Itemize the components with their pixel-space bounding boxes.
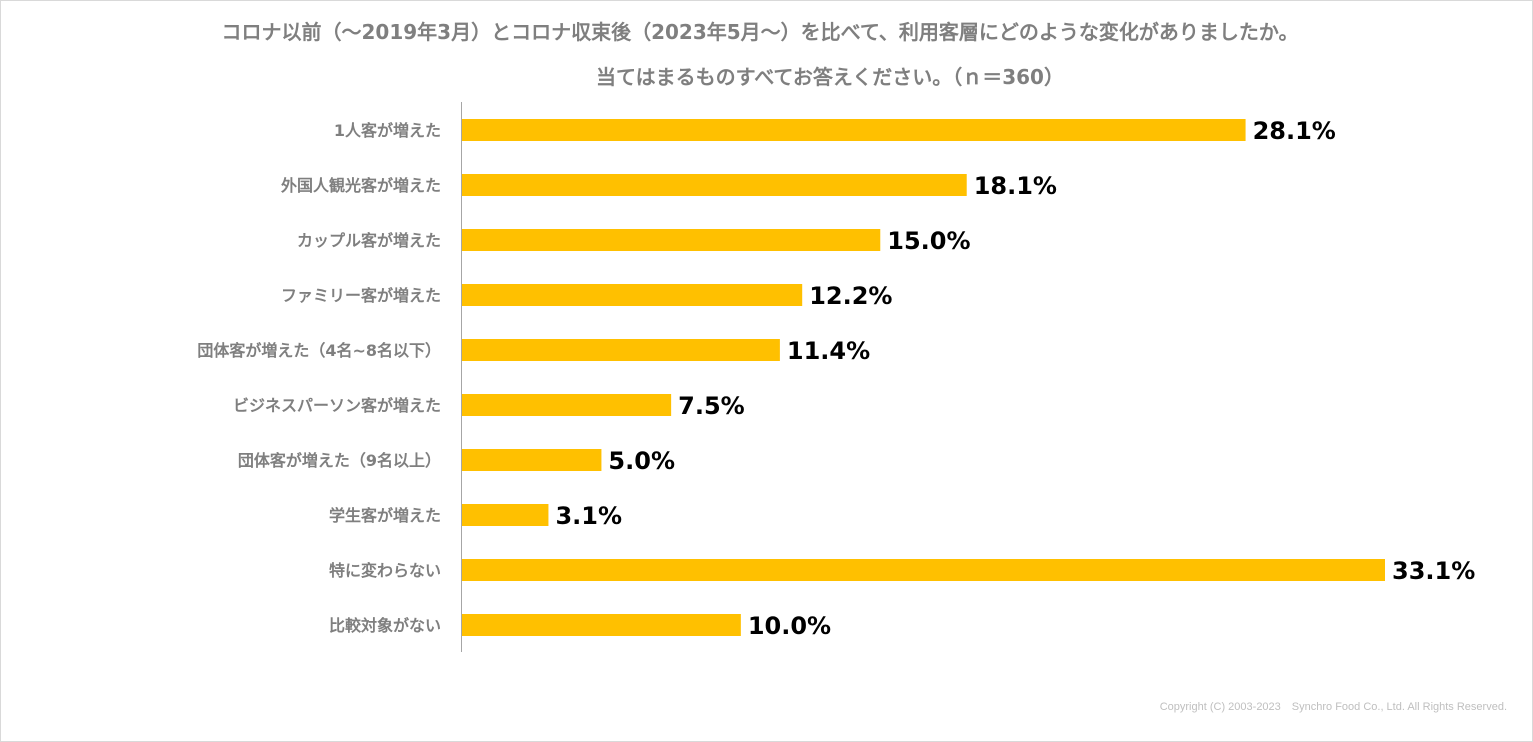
value-label: 10.0% (748, 612, 831, 640)
category-label: カップル客が増えた (297, 231, 441, 250)
bar (462, 504, 549, 526)
value-label: 12.2% (809, 282, 892, 310)
bar (462, 174, 967, 196)
copyright-notice: Copyright (C) 2003-2023 Synchro Food Co.… (1159, 701, 1507, 713)
chart-subtitle: 当てはまるものすべてお答えください。（ｎ＝360） (596, 65, 1064, 89)
value-label: 7.5% (678, 392, 745, 420)
category-labels: 1人客が増えた外国人観光客が増えたカップル客が増えたファミリー客が増えた団体客が… (197, 121, 441, 635)
value-labels: 28.1% 18.1%15.0% 12.2% 11.4% 7.5%5.0% 3.1% 33.… (555, 117, 1475, 640)
category-label: 1人客が増えた (334, 121, 441, 140)
bar (462, 394, 672, 416)
category-label: ファミリー客が増えた (281, 286, 441, 305)
value-label: 5.0% (608, 447, 675, 475)
value-label: 3.1% (555, 502, 622, 530)
value-label: 11.4% (787, 337, 870, 365)
bars-group (462, 119, 1385, 636)
category-label: 団体客が増えた（9名以上） (238, 451, 441, 470)
category-label: 比較対象がない (329, 616, 441, 635)
bar (462, 559, 1385, 581)
bar (462, 119, 1246, 141)
bar (462, 229, 881, 251)
value-label: 33.1% (1392, 557, 1475, 585)
value-label: 18.1% (974, 172, 1057, 200)
category-label: 外国人観光客が増えた (280, 176, 441, 195)
category-label: 特に変わらない (329, 561, 441, 580)
bar (462, 339, 780, 361)
value-label: 15.0% (887, 227, 970, 255)
bar (462, 284, 803, 306)
chart-title: コロナ以前（～2019年3月）とコロナ収束後（2023年5月～）を比べて、利用客… (221, 20, 1299, 44)
bar (462, 449, 602, 471)
value-label: 28.1% (1253, 117, 1336, 145)
category-label: ビジネスパーソン客が増えた (233, 396, 441, 415)
bar (462, 614, 741, 636)
category-label: 学生客が増えた (329, 506, 441, 525)
category-label: 団体客が増えた（4名~8名以下） (197, 341, 441, 360)
